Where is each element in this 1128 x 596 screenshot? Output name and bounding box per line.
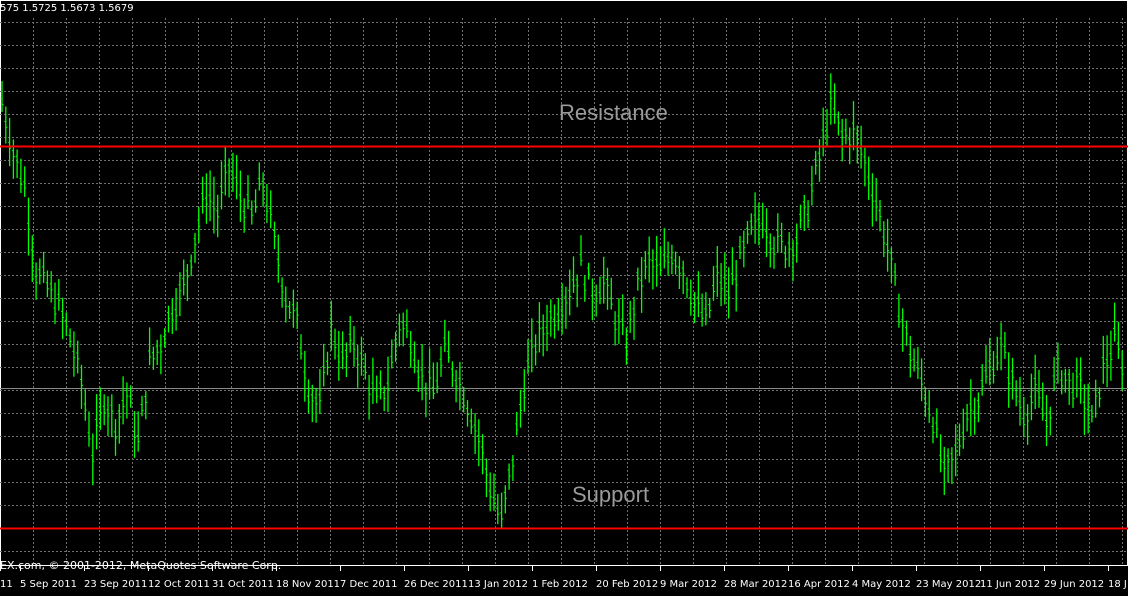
chart-frame — [0, 0, 1128, 566]
x-tick-label: 1 Feb 2012 — [532, 579, 588, 590]
x-tick-label: 5 Sep 2011 — [20, 579, 77, 590]
x-tick-label: 11 Jun 2012 — [980, 579, 1040, 590]
level-lines — [0, 145, 1128, 530]
resistance-label: Resistance — [559, 100, 668, 126]
x-tick-label: 13 Jan 2012 — [468, 579, 528, 590]
x-tick-label: 11 — [0, 579, 13, 590]
x-tick-label: 26 Dec 2011 — [404, 579, 468, 590]
time-axis: 11 5 Sep 2011 23 Sep 2011 12 Oct 2011 31 Oct… — [0, 566, 1127, 590]
grid — [0, 0, 1128, 566]
x-tick-label: 29 Jun 2012 — [1044, 579, 1104, 590]
x-tick-label: 23 Sep 2011 — [84, 579, 147, 590]
x-tick-label: 4 May 2012 — [852, 579, 911, 590]
support-label: Support — [572, 481, 650, 507]
x-tick-label: 16 Apr 2012 — [788, 579, 850, 590]
x-tick-label: 18 J — [1108, 579, 1127, 590]
x-tick-label: 23 May 2012 — [916, 579, 981, 590]
x-tick-label: 31 Oct 2011 — [212, 579, 274, 590]
x-tick-label: 7 Dec 2011 — [340, 579, 398, 590]
x-tick-label: 20 Feb 2012 — [596, 579, 658, 590]
price-bars — [0, 73, 1124, 529]
copyright-text: EX.com, © 2001-2012, MetaQuotes Software… — [0, 559, 282, 572]
x-tick-label: 12 Oct 2011 — [148, 579, 210, 590]
ohlc-readout: 575 1.5725 1.5673 1.5679 — [0, 3, 134, 14]
x-tick-label: 18 Nov 2011 — [276, 579, 340, 590]
x-tick-label: 9 Mar 2012 — [660, 579, 717, 590]
x-tick-label: 28 Mar 2012 — [724, 579, 787, 590]
